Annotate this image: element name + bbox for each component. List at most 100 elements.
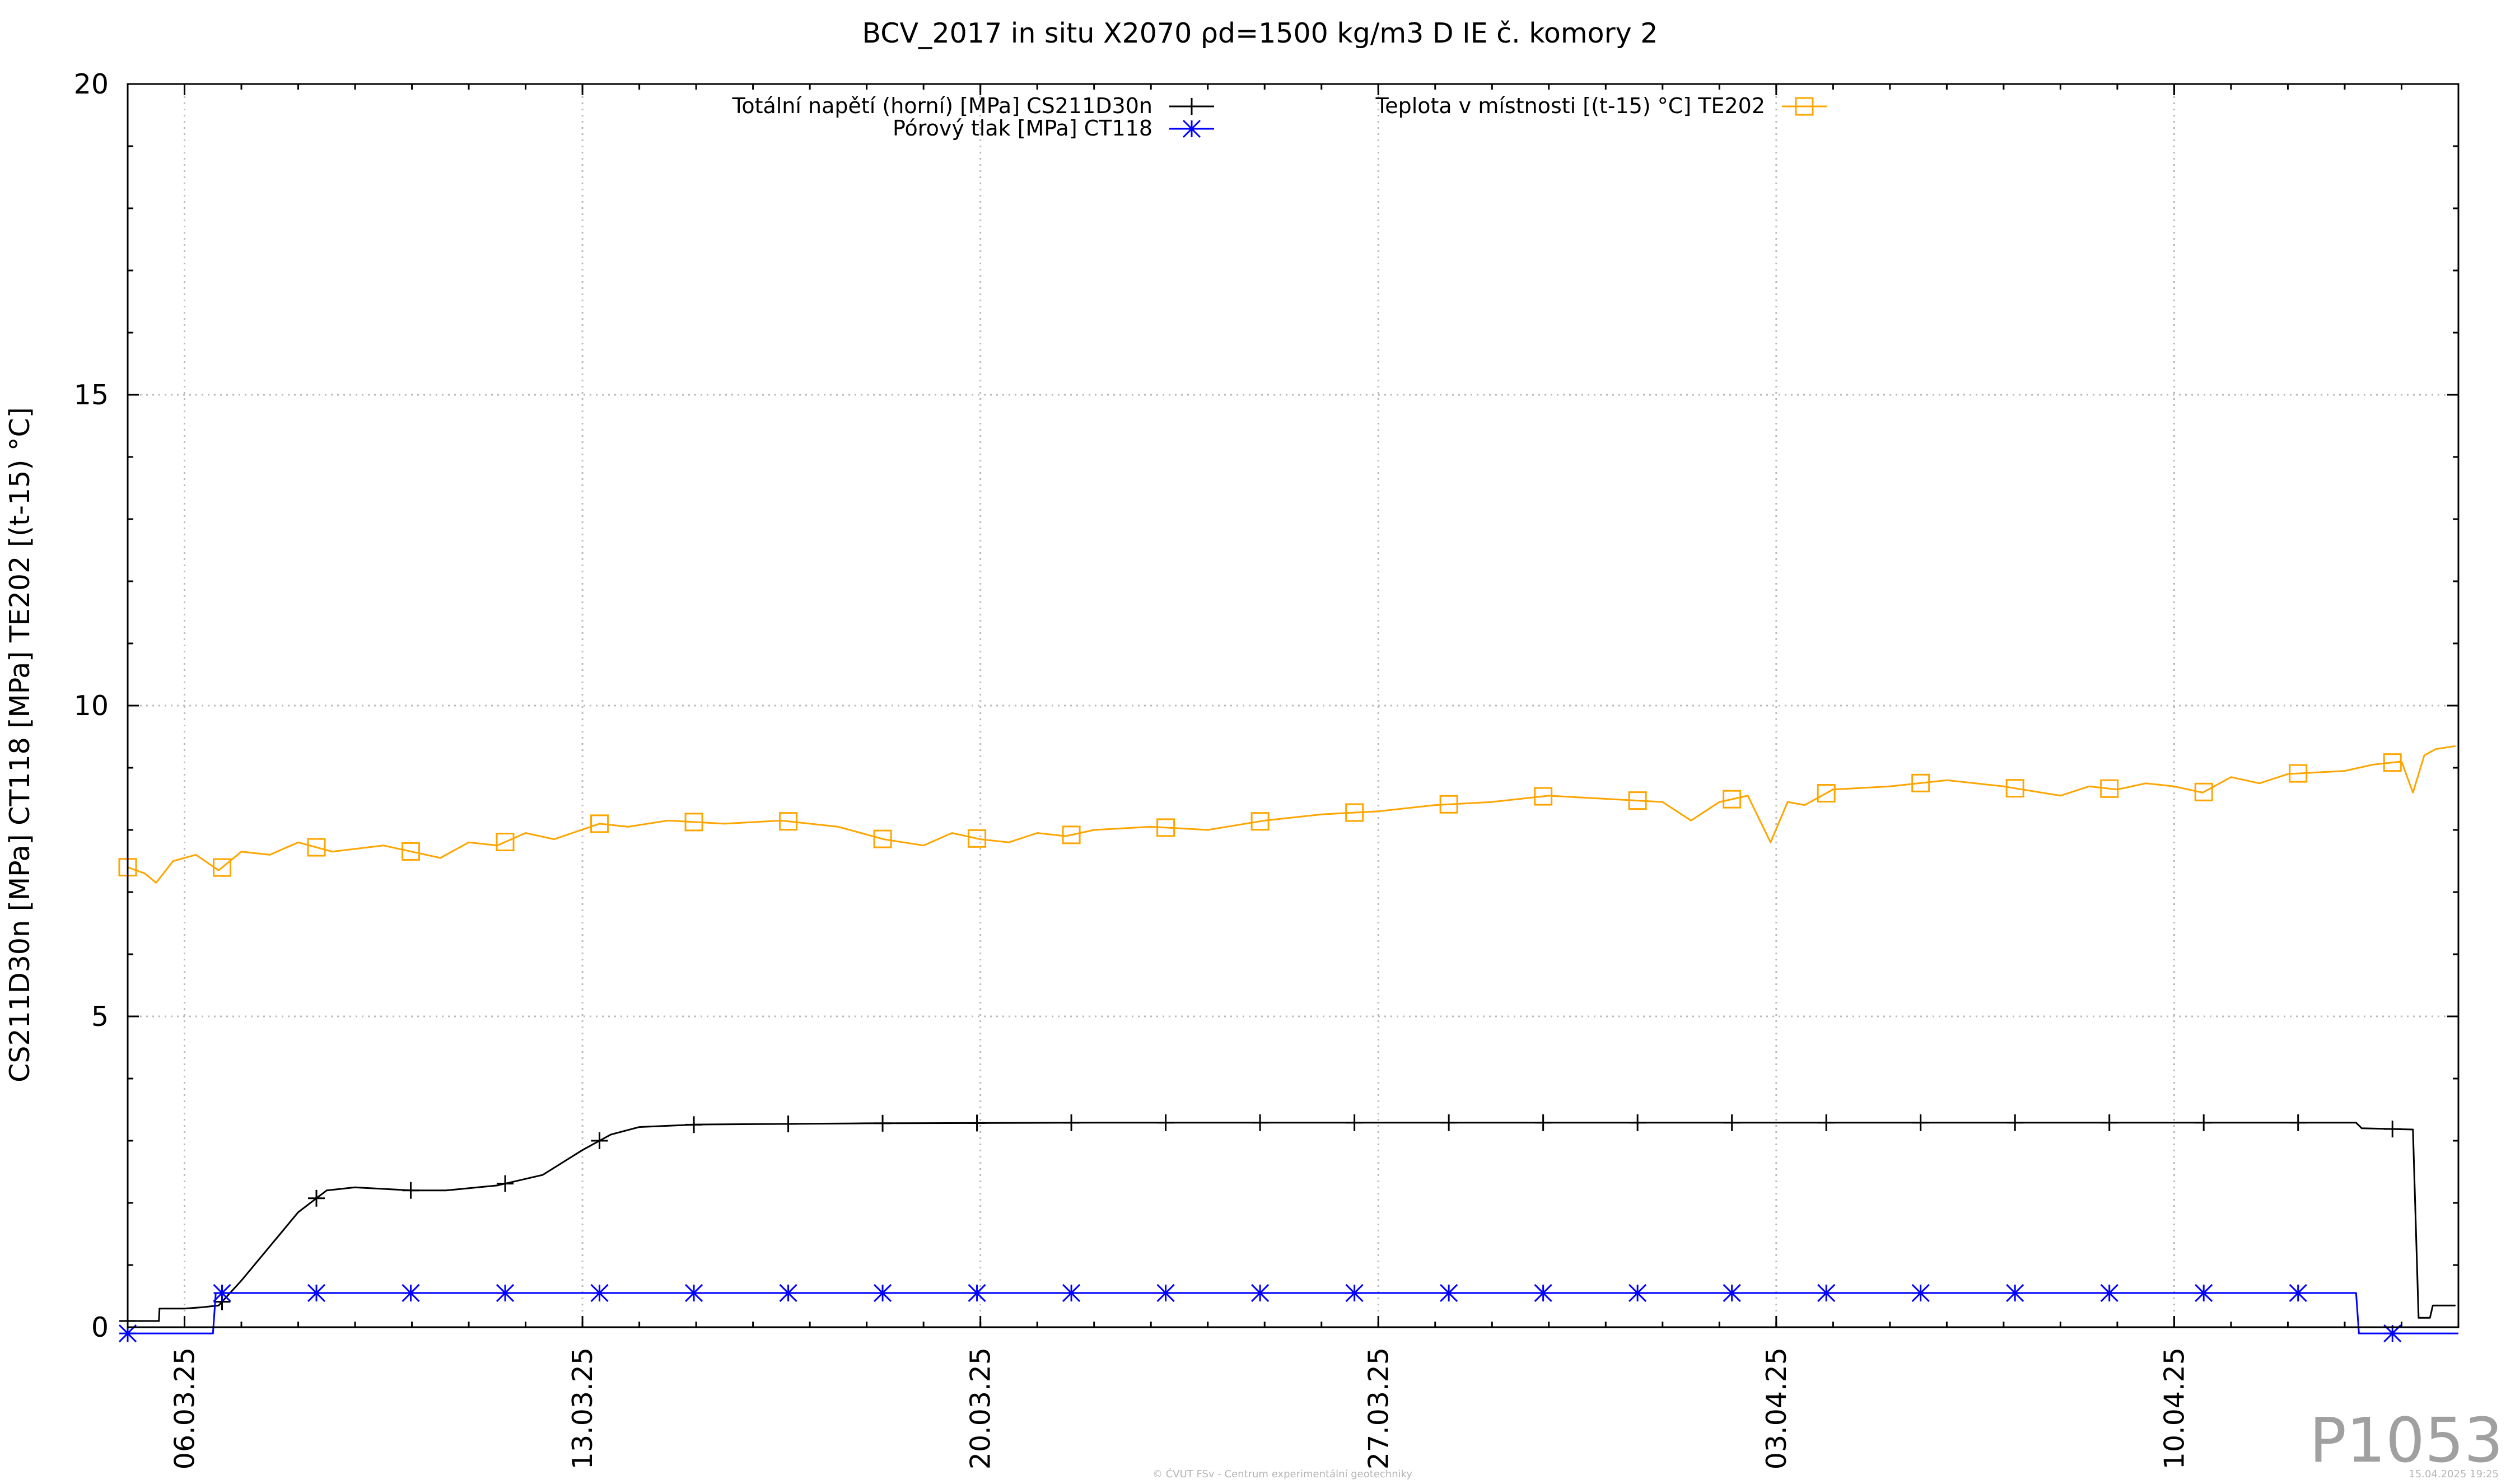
data-point: [780, 1115, 797, 1132]
data-point: [1912, 1114, 1929, 1131]
marker-stroke: [1250, 812, 1270, 831]
data-point: [590, 1284, 609, 1303]
data-point: [1818, 1114, 1835, 1131]
series-line-2: [128, 1292, 2458, 1334]
legend-label: Totální napětí (horní) [MPa] CS211D30n: [732, 94, 1152, 118]
data-point: [402, 842, 421, 861]
data-point: [1157, 1114, 1174, 1131]
marker-stroke: [2100, 1284, 2118, 1303]
data-point: [590, 814, 609, 833]
legend-swatch-marker: [1795, 97, 1814, 116]
data-point: [779, 1284, 797, 1303]
data-point: [1534, 787, 1553, 806]
data-point: [1534, 1284, 1552, 1303]
data-point: [2100, 1284, 2118, 1303]
marker-stroke: [684, 813, 703, 832]
marker-stroke: [1062, 1284, 1081, 1303]
marker-stroke: [1440, 1284, 1458, 1303]
data-point: [2384, 1121, 2401, 1138]
marker-stroke: [1156, 1284, 1175, 1303]
data-point: [2100, 779, 2119, 798]
marker-stroke: [2194, 782, 2213, 801]
data-point: [874, 1284, 892, 1303]
data-point: [307, 1284, 326, 1303]
marker-stroke: [1345, 803, 1364, 822]
data-point: [685, 1284, 703, 1303]
data-point: [1723, 790, 1742, 809]
data-point: [213, 858, 232, 877]
marker-stroke: [1182, 119, 1201, 138]
marker-stroke: [590, 1284, 609, 1303]
data-point: [1156, 1284, 1175, 1303]
marker-stroke: [1795, 97, 1814, 116]
data-point: [1156, 818, 1175, 837]
data-point: [402, 1182, 419, 1199]
data-point: [968, 1284, 986, 1303]
data-point: [496, 1284, 515, 1303]
data-point: [968, 1114, 986, 1132]
series-markers-2: [118, 1284, 2402, 1343]
data-point: [2383, 753, 2402, 772]
marker-stroke: [213, 1284, 231, 1303]
y-tick-label: 15: [74, 379, 109, 411]
marker-stroke: [685, 1284, 703, 1303]
marker-stroke: [1911, 1284, 1930, 1303]
marker-stroke: [1534, 1284, 1552, 1303]
marker-stroke: [1628, 791, 1647, 810]
marker-stroke: [1251, 1284, 1270, 1303]
legend: Totální napětí (horní) [MPa] CS211D30nPó…: [732, 94, 1827, 141]
marker-stroke: [590, 814, 609, 833]
marker-stroke: [1628, 1284, 1647, 1303]
marker-stroke: [1723, 790, 1742, 809]
data-point: [1628, 791, 1647, 810]
data-point: [213, 1284, 231, 1303]
data-point: [1062, 1284, 1081, 1303]
marker-stroke: [1723, 1284, 1741, 1303]
marker-stroke: [1534, 787, 1553, 806]
marker-stroke: [968, 829, 987, 848]
marker-stroke: [1911, 773, 1930, 792]
chart-title: BCV_2017 in situ X2070 ρd=1500 kg/m3 D I…: [862, 17, 1658, 49]
data-point: [308, 1189, 325, 1207]
data-point: [1251, 1284, 1270, 1303]
y-tick-label: 10: [74, 690, 109, 722]
marker-stroke: [874, 1284, 892, 1303]
data-point: [1345, 803, 1364, 822]
marker-stroke: [213, 858, 232, 877]
footer-credit: © ČVUT FSv - Centrum experimentální geot…: [1152, 1468, 1412, 1480]
data-point: [1062, 825, 1081, 844]
watermark-label: P1053: [2309, 1404, 2503, 1476]
marker-stroke: [1439, 795, 1458, 814]
data-point: [1534, 1114, 1552, 1131]
data-point: [1440, 1284, 1458, 1303]
data-point: [2289, 764, 2308, 783]
data-point: [1723, 1284, 1741, 1303]
series-line-3: [127, 745, 2456, 884]
data-point: [1252, 1114, 1269, 1131]
data-point: [1439, 795, 1458, 814]
marker-stroke: [2100, 779, 2119, 798]
marker-stroke: [307, 1284, 326, 1303]
data-point: [1911, 773, 1930, 792]
x-tick-label: 06.03.25: [169, 1347, 201, 1469]
data-point: [1345, 1284, 1364, 1303]
data-point: [1628, 1284, 1647, 1303]
marker-stroke: [873, 829, 892, 848]
series-line-1: [128, 1122, 2456, 1322]
marker-stroke: [496, 833, 515, 852]
data-point: [1250, 812, 1270, 831]
y-axis-label: CS211D30n [MPa] CT118 [MPa] TE202 [(t-15…: [4, 407, 36, 1082]
data-point: [2289, 1284, 2307, 1303]
data-point: [1063, 1114, 1080, 1131]
grid: [128, 84, 2458, 1327]
data-point: [1629, 1114, 1646, 1131]
marker-stroke: [779, 1284, 797, 1303]
marker-stroke: [779, 812, 798, 831]
axis-ticks: 0 5 10 15 20 06.03.25 13.03.25 20.03.25 27.03.25…: [74, 68, 2460, 1469]
x-tick-label: 03.04.25: [1761, 1347, 1793, 1469]
data-point: [2006, 1114, 2024, 1131]
series-markers-3: [118, 753, 2402, 877]
data-point: [685, 1116, 703, 1133]
data-point: [1440, 1114, 1458, 1131]
data-point: [874, 1114, 892, 1132]
